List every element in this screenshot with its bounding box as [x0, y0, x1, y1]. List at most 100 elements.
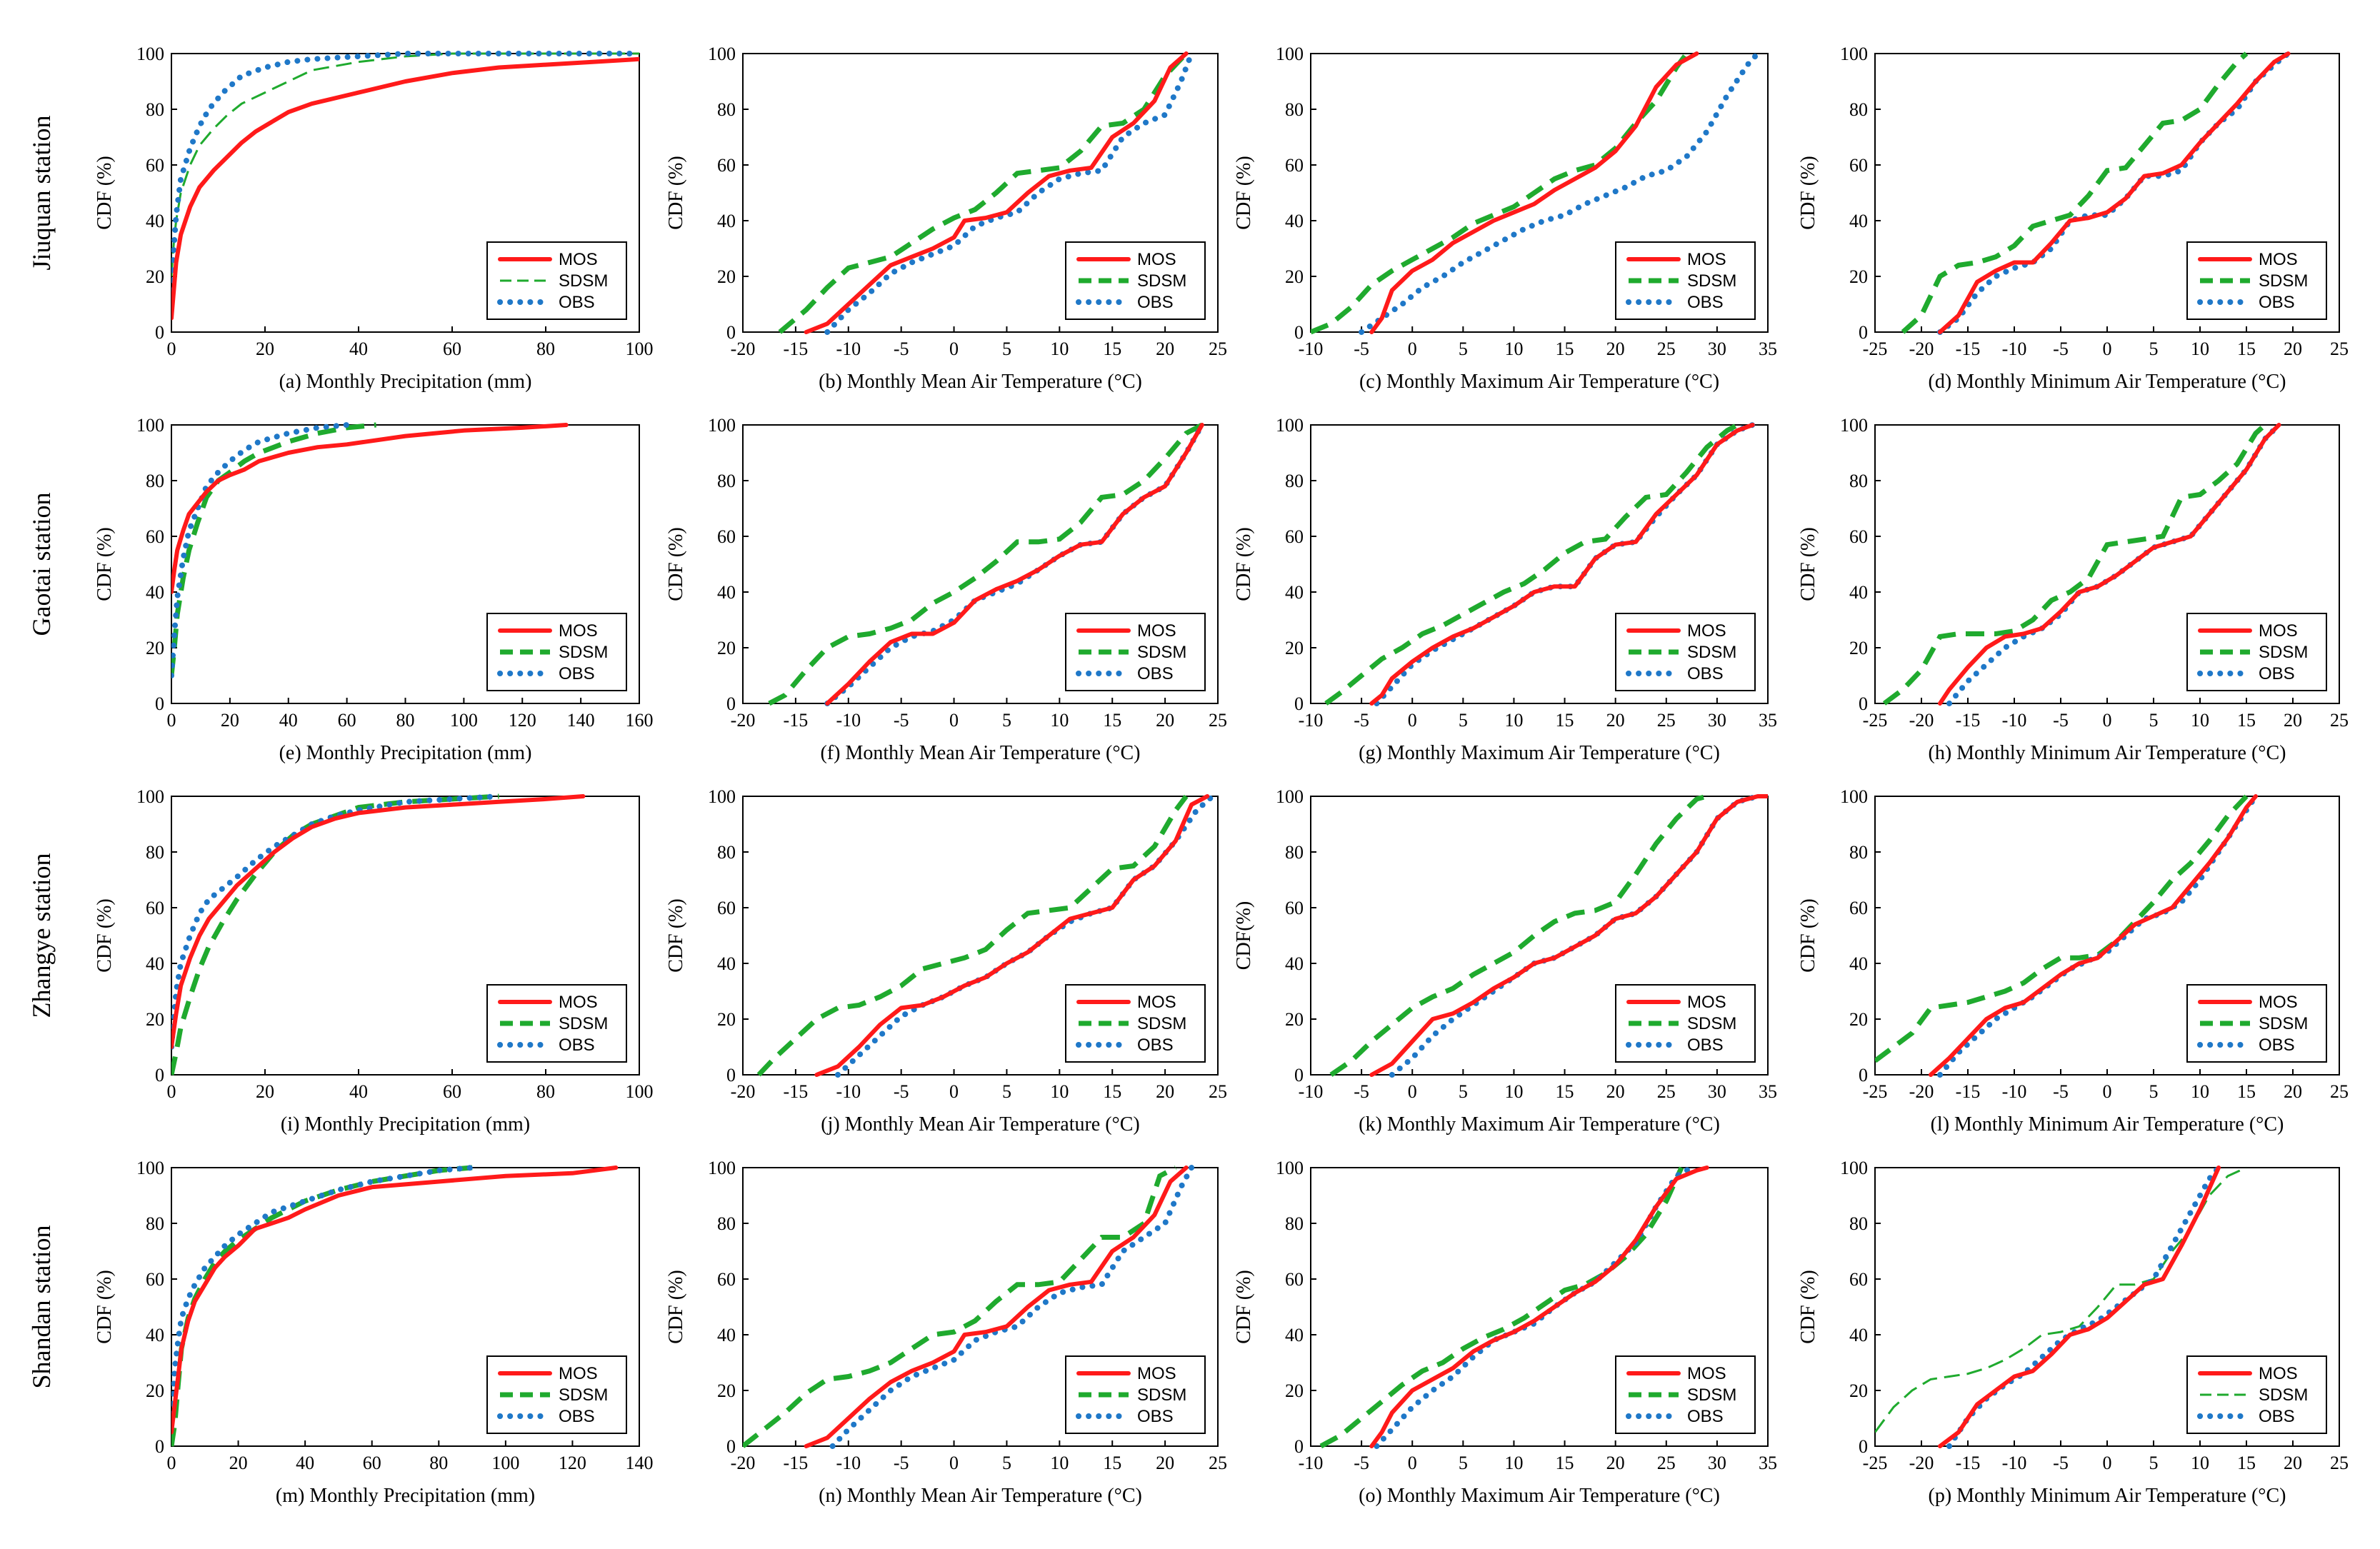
legend-label-sdsm: SDSM	[2259, 1014, 2308, 1033]
x-tick-label: 35	[1759, 1081, 1777, 1102]
series-line-sdsm	[171, 793, 499, 1076]
series-line-sdsm	[756, 794, 1189, 1077]
legend-label-obs: OBS	[1687, 1407, 1724, 1426]
x-tick-label: -15	[1956, 1081, 1981, 1102]
chart-n: -20 -15 -10 -5 0 5 10 15 20 25 0 20 40 60 80 100 (n) Mon…	[665, 1158, 1227, 1507]
y-tick-label: 60	[717, 526, 736, 547]
y-tick-label: 60	[717, 155, 736, 176]
y-tick-label: 80	[1285, 99, 1304, 120]
plot-frame	[1310, 1167, 1769, 1447]
x-tick-label: 0	[1408, 339, 1417, 359]
legend-label-sdsm: SDSM	[1687, 1014, 1736, 1033]
y-tick-label: 0	[726, 1436, 736, 1457]
series-line-obs	[171, 1165, 476, 1427]
y-tick-label: 40	[1285, 953, 1304, 974]
y-axis-title: CDF (%)	[1797, 898, 1819, 972]
y-tick-label: 100	[1276, 1158, 1304, 1178]
x-tick-label: 5	[1002, 1081, 1011, 1102]
legend-label-sdsm: SDSM	[559, 271, 608, 291]
y-tick-label: 20	[146, 266, 164, 287]
series-line-obs	[171, 51, 639, 294]
y-tick-label: 40	[146, 1325, 164, 1345]
x-tick-label: 25	[1657, 1453, 1676, 1473]
y-tick-label: 100	[708, 786, 736, 807]
legend: MOS SDSM OBS	[1615, 241, 1756, 320]
series-line-mos	[1369, 1165, 1709, 1448]
x-tick-label: 40	[279, 710, 298, 731]
x-tick-label: -20	[1909, 710, 1934, 731]
y-tick-label: 100	[708, 415, 736, 436]
y-axis-title: CDF (%)	[94, 898, 116, 972]
x-tick-label: 5	[1459, 339, 1468, 359]
row-label: Gaotai station	[27, 493, 56, 636]
x-tick-label: 30	[1708, 1081, 1726, 1102]
chart-o: -10 -5 0 5 10 15 20 25 30 35 0 20 40 60 80 100 (o) Month…	[1233, 1158, 1777, 1507]
x-axis-title: (b) Monthly Mean Air Temperature (°C)	[819, 371, 1142, 393]
chart-p: -25 -20 -15 -10 -5 0 5 10 15 20 25 0 20 40 60 80 100 (p) …	[1797, 1158, 2349, 1507]
y-tick-label: 100	[1840, 1158, 1868, 1178]
y-axis-title: CDF (%)	[1233, 156, 1255, 229]
series-line-mos	[825, 423, 1204, 706]
x-tick-label: 15	[2237, 710, 2256, 731]
x-tick-label: -15	[784, 339, 809, 359]
x-tick-label: 20	[1156, 1453, 1174, 1473]
y-tick-label: 40	[1285, 211, 1304, 231]
legend: MOS SDSM OBS	[2186, 241, 2327, 320]
y-tick-label: 80	[1285, 471, 1304, 491]
series-line-obs	[1946, 1165, 2221, 1449]
x-tick-label: 15	[1103, 1453, 1121, 1473]
x-tick-label: 15	[2237, 1453, 2256, 1473]
y-tick-label: 80	[1285, 842, 1304, 863]
y-tick-label: 20	[1285, 638, 1304, 658]
x-tick-label: 25	[1209, 1453, 1227, 1473]
y-tick-label: 0	[1294, 693, 1304, 714]
series-line-sdsm	[768, 422, 1204, 706]
plot-frame	[742, 53, 1219, 333]
x-tick-label: 20	[1156, 710, 1174, 731]
series-line-mos	[171, 794, 586, 1049]
legend-label-mos: MOS	[1137, 250, 1176, 269]
x-tick-label: 10	[1504, 1081, 1523, 1102]
legend-label-obs: OBS	[559, 664, 595, 683]
x-tick-label: -5	[1354, 1453, 1369, 1473]
x-tick-label: 20	[256, 1081, 274, 1102]
x-tick-label: -20	[731, 710, 756, 731]
x-tick-label: 20	[1606, 339, 1625, 359]
y-tick-label: 80	[1849, 1213, 1868, 1234]
x-tick-label: 15	[2237, 339, 2256, 359]
y-tick-label: 60	[146, 898, 164, 918]
x-tick-label: 80	[536, 339, 555, 359]
row-label-group: Zhangye station	[27, 853, 56, 1018]
x-tick-label: 40	[296, 1453, 314, 1473]
series-line-mos	[1938, 423, 2281, 706]
row-label: Jiuquan station	[27, 116, 56, 271]
legend-label-obs: OBS	[2259, 664, 2295, 683]
y-tick-label: 20	[1285, 1009, 1304, 1030]
y-axis-title: CDF (%)	[1233, 1270, 1255, 1343]
legend: MOS SDSM OBS	[2186, 613, 2327, 691]
chart-f: -20 -15 -10 -5 0 5 10 15 20 25 0 20 40 60 80 100 (f) Mon…	[665, 415, 1227, 764]
series-line-mos	[171, 423, 569, 594]
x-tick-label: -15	[1956, 710, 1981, 731]
y-tick-label: 20	[146, 1380, 164, 1401]
x-axis-title: (e) Monthly Precipitation (mm)	[279, 742, 532, 764]
legend-label-obs: OBS	[1137, 1407, 1174, 1426]
x-tick-label: -10	[2002, 710, 2027, 731]
legend-label-mos: MOS	[559, 250, 598, 269]
y-tick-label: 80	[1285, 1213, 1304, 1234]
legend-label-mos: MOS	[1687, 621, 1726, 641]
x-axis-title: (f) Monthly Mean Air Temperature (°C)	[820, 742, 1140, 764]
series-line-sdsm	[778, 51, 1189, 334]
row-label-group: Shandan station	[27, 1225, 56, 1389]
x-tick-label: 10	[2191, 1081, 2209, 1102]
legend: MOS SDSM OBS	[486, 1355, 627, 1434]
series-line-mos	[804, 1165, 1189, 1448]
series-line-mos	[171, 1165, 619, 1435]
x-tick-label: -15	[784, 710, 809, 731]
x-tick-label: 20	[2284, 1453, 2302, 1473]
x-tick-label: 10	[1504, 710, 1523, 731]
x-tick-label: -10	[1299, 1453, 1324, 1473]
x-tick-label: 10	[1050, 1453, 1069, 1473]
series-line-sdsm	[1882, 423, 2267, 706]
x-axis-title: (h) Monthly Minimum Air Temperature (°C)	[1929, 742, 2286, 764]
